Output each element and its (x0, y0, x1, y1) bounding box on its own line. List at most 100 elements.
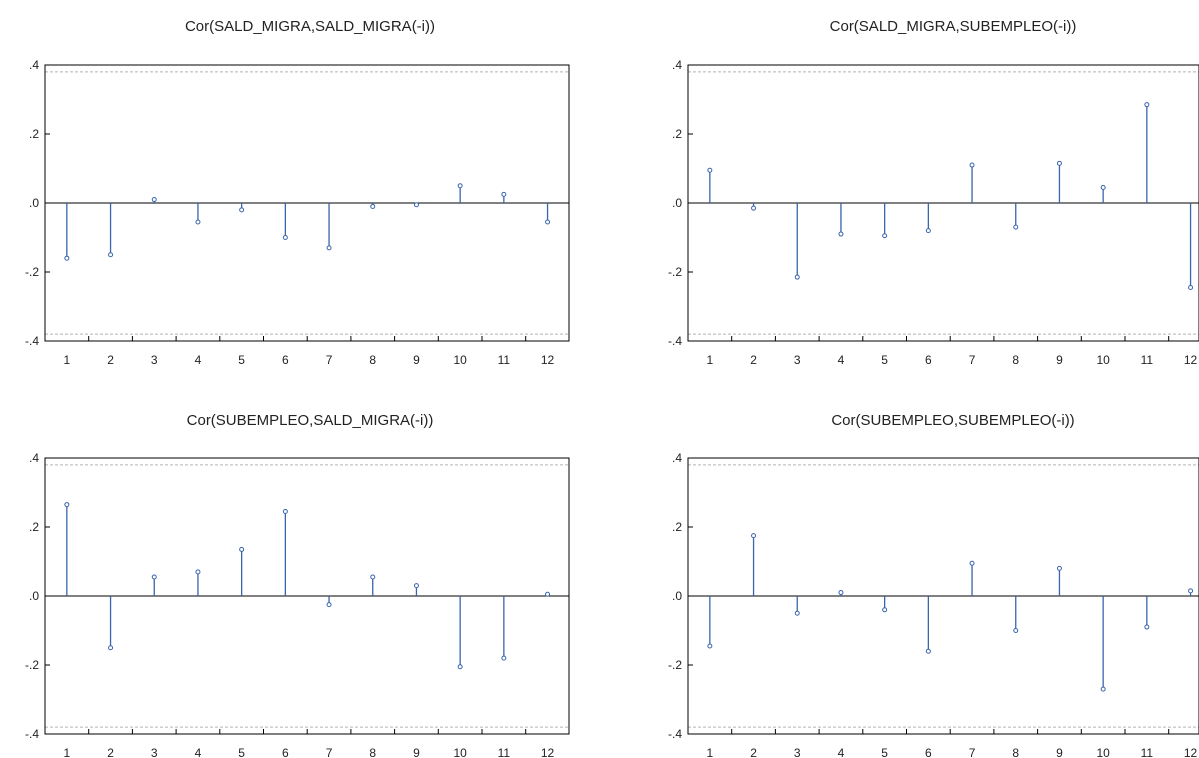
x-tick-label: 5 (238, 353, 245, 367)
x-tick-label: 11 (1141, 746, 1154, 758)
correlation-point-lag-7 (969, 560, 975, 566)
correlation-point-lag-1 (707, 167, 713, 173)
correlation-point-lag-9 (413, 202, 419, 208)
y-tick-label: .0 (29, 589, 39, 603)
y-tick-label: -.2 (668, 658, 682, 672)
y-tick-label: -.4 (668, 334, 682, 348)
y-tick-label: .4 (29, 451, 39, 465)
correlogram-panel-3: Cor(SUBEMPLEO,SALD_MIGRA(-i)) .4 .2 .0 -.2 -.… (25, 412, 570, 758)
correlation-point-lag-5 (882, 607, 888, 613)
correlation-point-lag-7 (326, 245, 332, 251)
correlation-point-lag-6 (282, 235, 288, 240)
correlation-point-lag-2 (751, 533, 757, 539)
x-tick-label: 2 (107, 746, 114, 758)
correlation-point-lag-8 (370, 574, 376, 580)
x-tick-label: 12 (1184, 746, 1198, 758)
x-tick-label: 2 (107, 353, 114, 367)
x-tick-label: 5 (238, 746, 245, 758)
correlation-point-lag-3 (794, 610, 800, 616)
x-tick-label: 5 (881, 353, 888, 367)
correlation-point-lag-5 (239, 207, 245, 213)
x-tick-label: 1 (707, 746, 714, 758)
x-tick-label: 3 (151, 353, 158, 367)
correlation-point-lag-6 (925, 228, 931, 234)
correlation-point-lag-1 (707, 643, 713, 649)
chart-title: Cor(SALD_MIGRA,SUBEMPLEO(-i)) (830, 18, 1077, 35)
y-tick-label: -.4 (25, 334, 39, 348)
chart-title: Cor(SUBEMPLEO,SALD_MIGRA(-i)) (187, 412, 434, 429)
x-tick-label: 10 (453, 746, 467, 758)
x-tick-label: 5 (881, 746, 888, 758)
correlation-point-lag-11 (501, 655, 507, 661)
x-tick-label: 11 (1141, 353, 1154, 367)
x-tick-label: 8 (1012, 353, 1019, 367)
y-tick-label: .4 (672, 58, 682, 72)
x-tick-label: 9 (1056, 746, 1063, 758)
correlation-point-lag-5 (239, 546, 245, 552)
x-tick-label: 7 (969, 746, 976, 758)
y-tick-label: -.2 (25, 265, 39, 279)
y-tick-label: -.2 (25, 658, 39, 672)
correlation-point-lag-8 (370, 203, 376, 209)
x-tick-label: 12 (1184, 353, 1198, 367)
x-tick-label: 11 (498, 746, 511, 758)
correlation-point-lag-3 (151, 574, 157, 580)
x-tick-label: 7 (326, 746, 333, 758)
x-tick-label: 3 (794, 353, 801, 367)
x-tick-label: 10 (1096, 353, 1110, 367)
correlation-point-lag-10 (1100, 686, 1106, 692)
x-tick-label: 2 (750, 353, 757, 367)
correlation-point-lag-4 (195, 219, 201, 225)
y-tick-label: .4 (29, 58, 39, 72)
correlation-point-lag-4 (195, 569, 201, 575)
correlation-point-lag-1 (64, 502, 70, 508)
correlation-point-lag-9 (413, 583, 419, 589)
x-tick-label: 4 (195, 746, 202, 758)
x-tick-label: 10 (1096, 746, 1110, 758)
correlation-point-lag-11 (1144, 102, 1150, 108)
x-tick-label: 12 (541, 353, 555, 367)
x-tick-label: 8 (369, 746, 376, 758)
correlation-point-lag-8 (1013, 224, 1019, 230)
correlation-point-lag-10 (457, 664, 463, 670)
correlation-point-lag-10 (457, 183, 463, 189)
x-tick-label: 7 (969, 353, 976, 367)
x-tick-label: 8 (369, 353, 376, 367)
correlation-point-lag-7 (969, 162, 975, 168)
x-tick-label: 1 (64, 746, 71, 758)
y-tick-label: .4 (672, 451, 682, 465)
correlation-point-lag-2 (108, 645, 114, 651)
x-tick-label: 3 (151, 746, 158, 758)
x-tick-label: 4 (838, 746, 845, 758)
correlation-point-lag-12 (1188, 285, 1194, 291)
correlation-point-lag-10 (1100, 184, 1106, 190)
correlogram-panel-1: Cor(SALD_MIGRA,SALD_MIGRA(-i)) .4 .2 .0 -.2 -… (25, 18, 570, 367)
y-tick-label: .0 (672, 589, 682, 603)
correlation-point-lag-9 (1056, 565, 1062, 571)
x-tick-label: 6 (282, 746, 289, 758)
correlation-point-lag-2 (751, 205, 757, 211)
x-tick-label: 9 (413, 746, 420, 758)
x-tick-label: 9 (1056, 353, 1063, 367)
correlation-point-lag-12 (545, 219, 551, 225)
x-tick-label: 6 (925, 746, 932, 758)
y-tick-label: .2 (672, 127, 682, 141)
x-tick-label: 8 (1012, 746, 1019, 758)
chart-title: Cor(SALD_MIGRA,SALD_MIGRA(-i)) (185, 18, 435, 35)
correlogram-panel-4: Cor(SUBEMPLEO,SUBEMPLEO(-i)) .4 .2 .0 -.2 -.4… (668, 412, 1199, 758)
x-tick-label: 4 (195, 353, 202, 367)
x-tick-label: 11 (498, 353, 511, 367)
x-tick-label: 9 (413, 353, 420, 367)
correlation-point-lag-8 (1013, 628, 1019, 633)
x-tick-label: 1 (64, 353, 71, 367)
correlation-point-lag-3 (151, 197, 157, 203)
correlation-point-lag-11 (501, 191, 507, 197)
y-tick-label: -.2 (668, 265, 682, 279)
y-tick-label: .2 (672, 520, 682, 534)
y-tick-label: -.4 (25, 727, 39, 741)
correlation-point-lag-2 (108, 252, 114, 258)
y-tick-label: .2 (29, 127, 39, 141)
correlation-point-lag-12 (545, 591, 551, 597)
x-tick-label: 10 (453, 353, 467, 367)
